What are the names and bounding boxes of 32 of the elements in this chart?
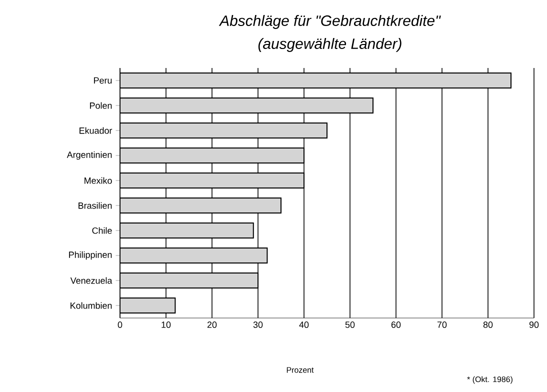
bar [120, 148, 304, 164]
x-tick-label: 20 [207, 322, 217, 328]
bar [120, 98, 374, 114]
bar [120, 272, 258, 289]
x-tick-label: 50 [345, 322, 355, 328]
y-tick-label: Mexiko [84, 177, 112, 184]
y-tick-label: Peru [94, 77, 112, 84]
bar [120, 172, 304, 189]
y-tick-label: Brasilien [78, 202, 112, 209]
chart-title: Abschläge für "Gebrauchtkredite" [218, 15, 441, 29]
bar [120, 122, 328, 139]
x-tick-label: 60 [391, 322, 401, 328]
bar [120, 298, 176, 314]
chart-subtitle: (ausgewählte Länder) [258, 38, 402, 52]
x-tick-label: 80 [483, 322, 493, 328]
y-tick-label: Chile [92, 227, 112, 234]
y-tick-label: Polen [90, 102, 112, 109]
y-tick-label: Kolumbien [70, 302, 112, 309]
bar [120, 248, 268, 264]
bar [120, 198, 282, 214]
y-tick-label: Venezuela [70, 277, 112, 284]
x-tick-label: 40 [299, 322, 309, 328]
y-tick-label: Argentinien [66, 151, 112, 160]
x-tick-label: 70 [437, 322, 447, 328]
x-tick-label: 90 [529, 322, 539, 328]
x-tick-label: 10 [162, 322, 171, 328]
y-tick-label: Ekuador [80, 127, 112, 134]
bar [120, 72, 512, 89]
x-tick-label: 0 [118, 322, 122, 328]
x-tick-label: 30 [253, 322, 263, 328]
y-tick-label: Philippinen [69, 251, 112, 260]
bar [120, 222, 254, 239]
